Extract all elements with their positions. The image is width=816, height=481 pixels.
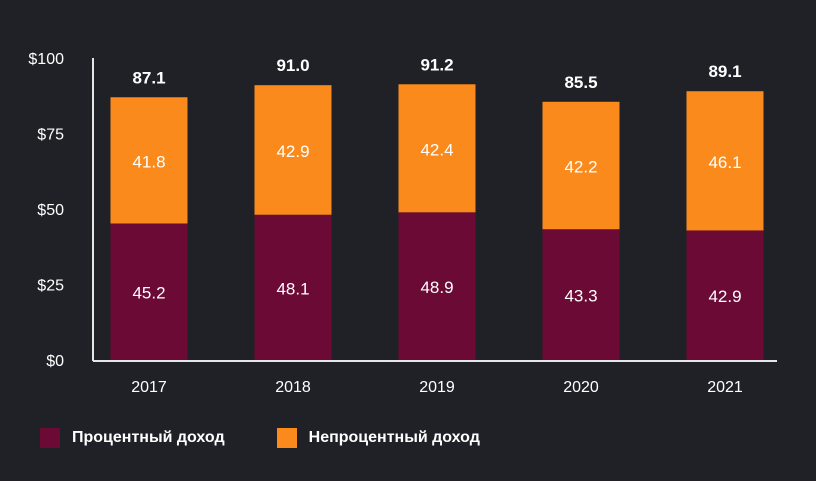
bar-total-label: 89.1 xyxy=(708,62,741,81)
bar-interest-income xyxy=(686,230,764,360)
bar-noninterest-income xyxy=(254,85,332,215)
x-tick-label: 2020 xyxy=(563,379,599,396)
bar-interest-income xyxy=(254,214,332,360)
bar-interest-income xyxy=(398,212,476,360)
bar-noninterest-income xyxy=(686,91,764,231)
x-tick-label: 2018 xyxy=(275,379,311,396)
legend-swatch-noninterest-income xyxy=(276,428,297,448)
y-tick-label: $100 xyxy=(28,51,64,68)
x-tick-label: 2019 xyxy=(419,379,455,396)
bar-label-interest-income: 45.2 xyxy=(132,284,165,303)
bar-noninterest-income xyxy=(542,101,620,230)
bar-label-noninterest-income: 42.2 xyxy=(564,158,597,177)
bar-total-label: 85.5 xyxy=(564,73,597,92)
bar-interest-income xyxy=(110,223,188,360)
bar-interest-income xyxy=(542,229,620,360)
bar-label-noninterest-income: 46.1 xyxy=(708,153,741,172)
legend: Процентный доход Непроцентный доход xyxy=(40,428,532,448)
legend-swatch-interest-income xyxy=(40,428,60,448)
bar-total-label: 91.2 xyxy=(420,55,453,74)
y-tick-label: $25 xyxy=(37,278,64,295)
x-tick-label: 2021 xyxy=(707,379,743,396)
legend-label-noninterest-income: Непроцентный доход xyxy=(308,429,480,446)
bar-label-interest-income: 43.3 xyxy=(564,287,597,306)
bar-label-noninterest-income: 42.9 xyxy=(276,142,309,161)
bar-total-label: 91.0 xyxy=(276,56,309,75)
legend-label-interest-income: Процентный доход xyxy=(72,429,225,446)
bar-noninterest-income xyxy=(398,84,476,213)
bar-label-interest-income: 42.9 xyxy=(708,287,741,306)
bar-label-interest-income: 48.1 xyxy=(276,279,309,298)
bar-label-interest-income: 48.9 xyxy=(420,278,453,297)
y-tick-label: $0 xyxy=(46,353,64,370)
bar-label-noninterest-income: 42.4 xyxy=(420,140,453,159)
y-tick-label: $50 xyxy=(37,202,64,219)
legend-item-interest-income: Процентный доход xyxy=(40,428,225,448)
bar-total-label: 87.1 xyxy=(132,68,165,87)
x-tick-label: 2017 xyxy=(131,379,167,396)
bar-noninterest-income xyxy=(110,97,188,224)
bar-label-noninterest-income: 41.8 xyxy=(132,152,165,171)
y-tick-label: $75 xyxy=(37,127,64,144)
legend-item-noninterest-income: Непроцентный доход xyxy=(276,428,480,448)
